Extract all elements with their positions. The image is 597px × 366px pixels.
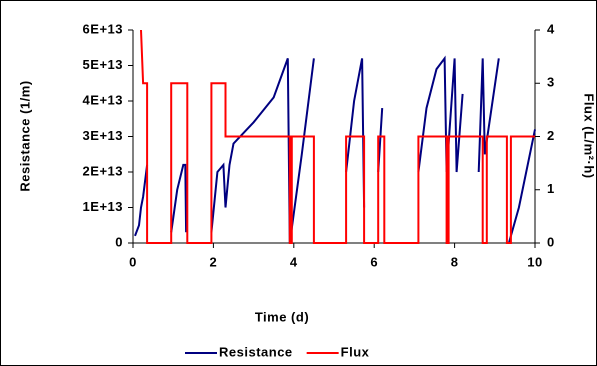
y-tick-label: 1E+13 [83,199,123,214]
y2-tick-label: 3 [547,75,555,90]
y-tick-label: 0 [115,234,123,249]
x-tick-label: 2 [210,254,218,269]
y2-tick-label: 2 [547,128,555,143]
y-tick-label: 4E+13 [83,92,123,107]
x-tick-label: 4 [290,254,298,269]
legend-label: Flux [341,344,370,359]
y-tick-label: 3E+13 [83,128,123,143]
x-tick-label: 8 [451,254,459,269]
x-axis-label: Time (d) [255,309,309,324]
x-tick-label: 10 [527,254,542,269]
x-tick-label: 6 [370,254,378,269]
x-tick-label: 0 [129,254,137,269]
y-tick-label: 6E+13 [83,21,123,36]
y-tick-label: 5E+13 [83,57,123,72]
legend-label: Resistance [219,344,293,359]
y2-tick-label: 4 [547,21,555,36]
y-axis-label: Resistance (1/m) [17,80,32,191]
y2-tick-label: 0 [547,234,555,249]
data-line [140,29,535,244]
y2-tick-label: 1 [547,181,555,196]
y-tick-label: 2E+13 [83,163,123,178]
data-line [134,55,536,244]
y2-axis-label: Flux (L/m²·h) [582,93,597,178]
